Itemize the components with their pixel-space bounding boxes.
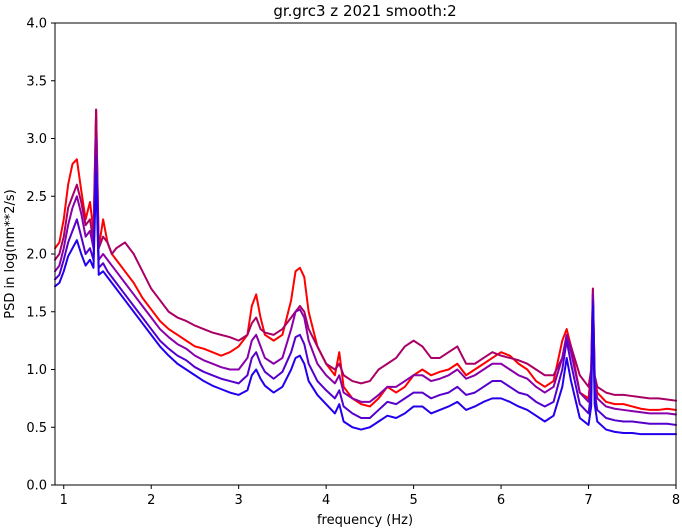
x-axis-label: frequency (Hz) bbox=[317, 513, 413, 528]
chart-title: gr.grc3 z 2021 smooth:2 bbox=[273, 2, 456, 20]
y-tick-label: 3.5 bbox=[26, 74, 47, 89]
plot-frame bbox=[54, 22, 677, 486]
y-tick-label: 2.0 bbox=[26, 248, 47, 263]
x-tick-label: 8 bbox=[672, 493, 680, 508]
y-tick-label: 4.0 bbox=[26, 17, 47, 32]
series-line-5 bbox=[54, 172, 677, 436]
x-tick-label: 2 bbox=[147, 493, 155, 508]
series-line-3 bbox=[54, 137, 677, 416]
x-tick-label: 4 bbox=[322, 493, 330, 508]
series-line-2 bbox=[54, 108, 677, 402]
series-line-4 bbox=[54, 154, 677, 426]
x-tick-label: 6 bbox=[497, 493, 505, 508]
y-tick-label: 2.5 bbox=[26, 190, 47, 205]
x-axis-ticks: 1 2 3 4 5 6 7 8 bbox=[60, 485, 680, 508]
x-tick-label: 3 bbox=[235, 493, 243, 508]
y-tick-label: 1.0 bbox=[26, 363, 47, 378]
y-tick-label: 0.0 bbox=[26, 479, 47, 494]
y-tick-label: 1.5 bbox=[26, 305, 47, 320]
series-group bbox=[54, 108, 677, 436]
y-tick-label: 0.5 bbox=[26, 421, 47, 436]
series-line-1 bbox=[54, 108, 677, 411]
x-tick-label: 5 bbox=[409, 493, 417, 508]
y-axis-ticks: 0.0 0.5 1.0 1.5 2.0 2.5 3.0 3.5 4.0 bbox=[26, 17, 55, 494]
y-tick-label: 3.0 bbox=[26, 132, 47, 147]
x-tick-label: 1 bbox=[60, 493, 68, 508]
x-tick-label: 7 bbox=[584, 493, 592, 508]
y-axis-label: PSD in log(nm**2/s) bbox=[3, 189, 18, 319]
